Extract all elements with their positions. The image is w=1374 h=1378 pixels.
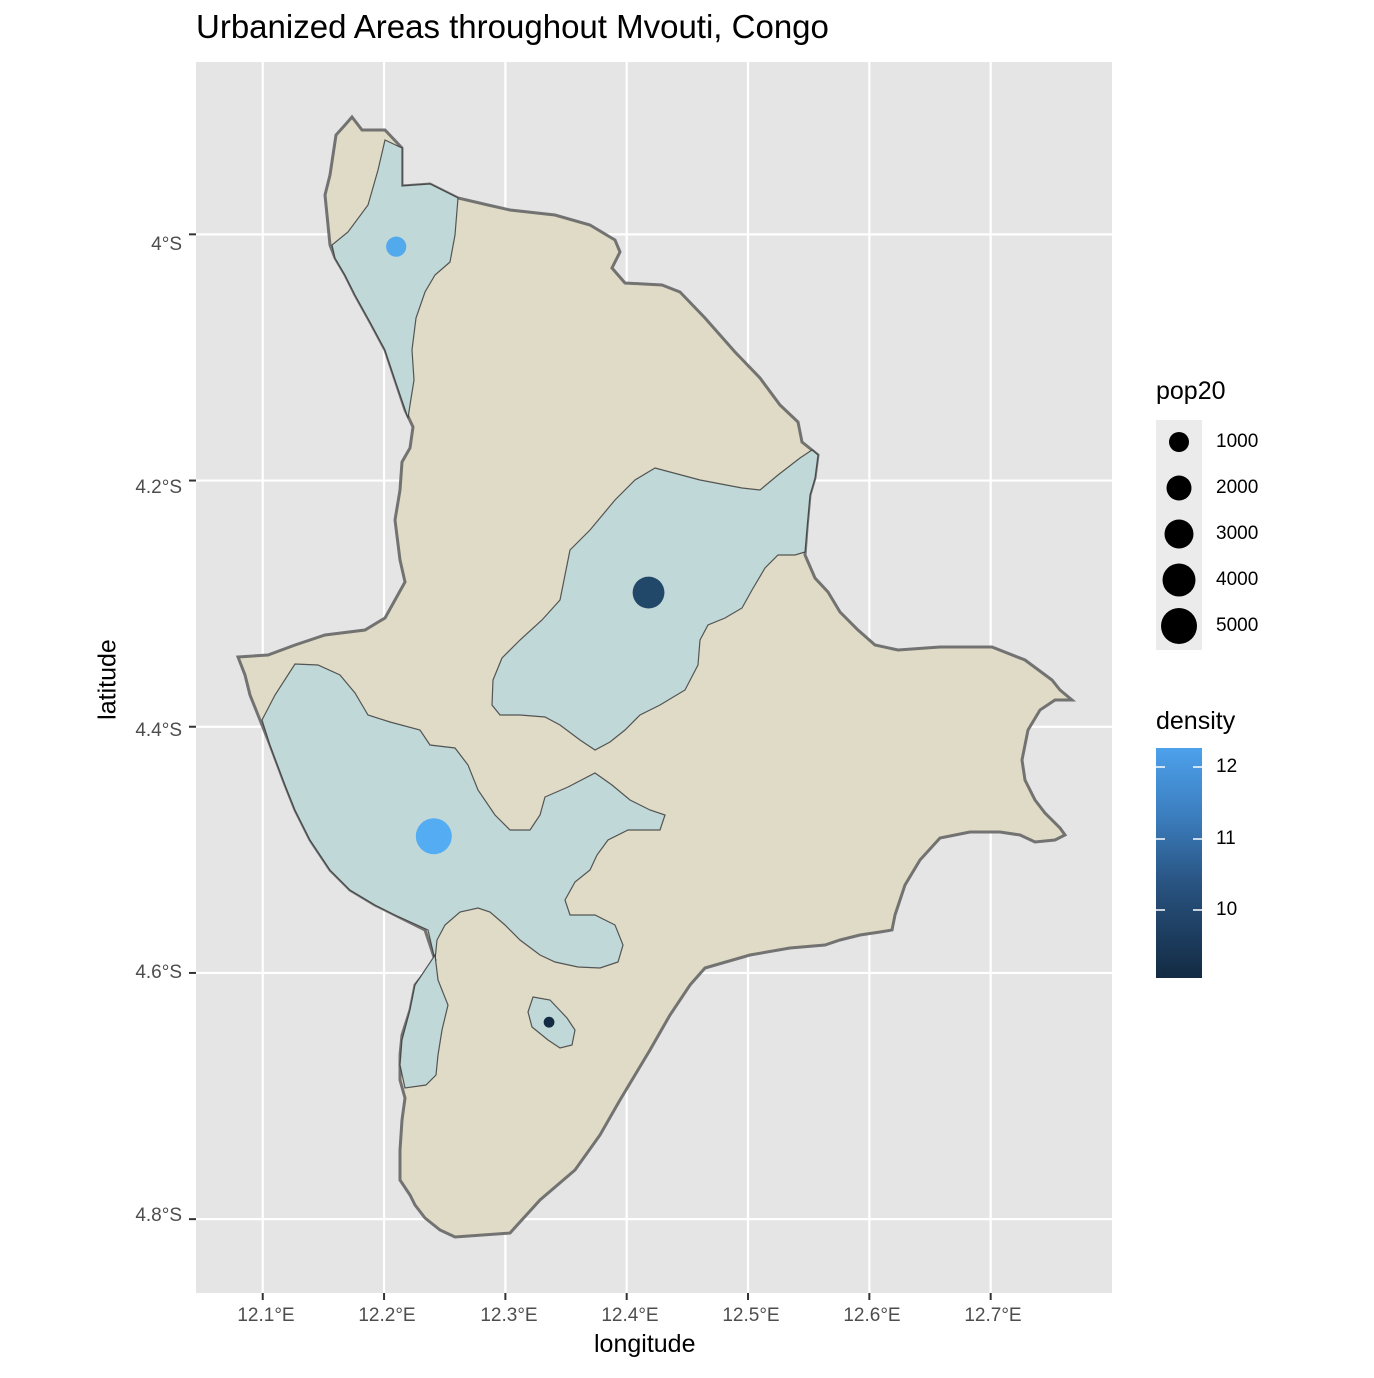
size-legend-label: 2000 bbox=[1216, 477, 1259, 498]
size-legend-circle bbox=[1162, 563, 1196, 597]
settlement-point bbox=[543, 1016, 555, 1028]
settlement-point bbox=[415, 818, 452, 855]
y-tick-label: 4°S bbox=[151, 234, 182, 255]
urban-area-north bbox=[331, 139, 459, 419]
map-title: Urbanized Areas throughout Mvouti, Congo bbox=[196, 8, 829, 45]
size-legend-circle bbox=[1169, 432, 1189, 452]
y-tick-label: 4.4°S bbox=[135, 720, 182, 741]
x-tick-label: 12.2°E bbox=[358, 1305, 416, 1326]
color-legend-title: density bbox=[1156, 707, 1236, 735]
settlement-point bbox=[386, 236, 407, 257]
y-tick-label: 4.8°S bbox=[135, 1205, 182, 1226]
size-legend-circle bbox=[1161, 608, 1197, 644]
size-legend-keys bbox=[1156, 420, 1202, 650]
urban-area-west bbox=[261, 663, 666, 969]
x-tick-label: 12.6°E bbox=[843, 1305, 901, 1326]
colorbar-ticks bbox=[1156, 766, 1202, 911]
settlement-point bbox=[632, 576, 665, 609]
x-axis-title: longitude bbox=[594, 1330, 696, 1358]
size-legend-circle bbox=[1166, 475, 1192, 501]
x-tick-label: 12.4°E bbox=[601, 1305, 659, 1326]
density-colorbar bbox=[1156, 748, 1202, 978]
x-axis-ticks bbox=[261, 1293, 992, 1300]
urban-area-southwest bbox=[399, 953, 449, 1089]
x-tick-label: 12.1°E bbox=[237, 1305, 295, 1326]
color-legend-label: 12 bbox=[1216, 756, 1238, 777]
size-legend-label: 5000 bbox=[1216, 615, 1259, 636]
size-legend-label: 3000 bbox=[1216, 523, 1259, 544]
color-legend-label: 10 bbox=[1216, 899, 1238, 920]
size-legend-title: pop20 bbox=[1156, 377, 1226, 405]
x-tick-label: 12.3°E bbox=[480, 1305, 538, 1326]
y-tick-label: 4.2°S bbox=[135, 477, 182, 498]
y-tick-label: 4.6°S bbox=[135, 962, 182, 983]
color-legend-label: 11 bbox=[1216, 828, 1236, 849]
y-axis-ticks bbox=[189, 233, 196, 1221]
size-legend-label: 4000 bbox=[1216, 569, 1259, 590]
size-legend-label: 1000 bbox=[1216, 431, 1259, 452]
x-tick-label: 12.5°E bbox=[722, 1305, 780, 1326]
settlement-points bbox=[386, 236, 665, 1028]
size-legend-symbols bbox=[1161, 432, 1197, 644]
size-legend-circle bbox=[1164, 519, 1194, 549]
y-axis-title: latitude bbox=[93, 639, 122, 720]
x-tick-label: 12.7°E bbox=[964, 1305, 1022, 1326]
